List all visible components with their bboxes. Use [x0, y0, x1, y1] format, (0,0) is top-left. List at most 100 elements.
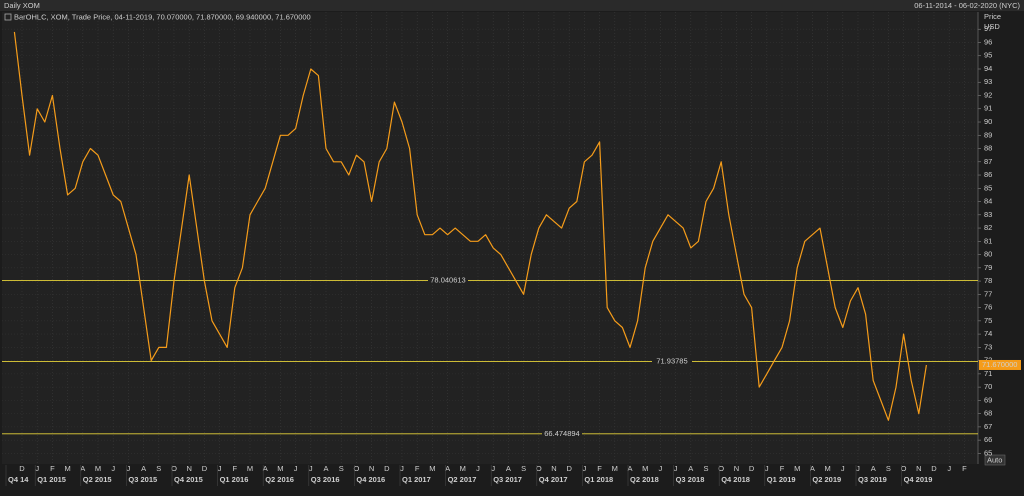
y-tick-label: 76: [984, 303, 992, 312]
x-tick-label: M: [277, 464, 283, 473]
x-tick-label: F: [597, 464, 602, 473]
y-tick-label: 89: [984, 130, 992, 139]
x-tick-label: J: [765, 464, 769, 473]
x-tick-label: J: [659, 464, 663, 473]
x-tick-label: M: [612, 464, 618, 473]
y-tick-label: 84: [984, 197, 992, 206]
y-tick-label: 81: [984, 236, 992, 245]
x-tick-label: A: [871, 464, 876, 473]
x-tick-label: D: [749, 464, 755, 473]
x-tick-label: A: [141, 464, 146, 473]
y-tick-label: 66: [984, 435, 992, 444]
plot-area: [2, 12, 978, 464]
x-tick-label: J: [583, 464, 587, 473]
x-tick-label: O: [353, 464, 359, 473]
x-tick-label: A: [445, 464, 450, 473]
quarter-label: Q2 2017: [448, 475, 477, 484]
x-tick-label: N: [186, 464, 191, 473]
x-tick-label: A: [506, 464, 511, 473]
level-label: 66.474894: [544, 429, 579, 438]
y-tick-label: 73: [984, 342, 992, 351]
x-tick-label: M: [824, 464, 830, 473]
y-axis-unit: USD: [984, 22, 1000, 31]
x-tick-label: N: [734, 464, 739, 473]
x-tick-label: J: [841, 464, 845, 473]
x-tick-label: J: [674, 464, 678, 473]
y-tick-label: 68: [984, 409, 992, 418]
legend-icon: [4, 13, 12, 21]
y-tick-label: 71: [984, 369, 992, 378]
y-tick-label: 80: [984, 250, 992, 259]
x-tick-label: F: [233, 464, 238, 473]
x-tick-label: A: [688, 464, 693, 473]
x-tick-label: S: [156, 464, 161, 473]
quarter-label: Q1 2018: [584, 475, 613, 484]
y-tick-label: 74: [984, 329, 992, 338]
x-tick-label: N: [369, 464, 374, 473]
x-tick-label: O: [718, 464, 724, 473]
y-tick-label: 83: [984, 210, 992, 219]
date-range: 06-11-2014 - 06-02-2020 (NYC): [914, 1, 1020, 10]
auto-button-label[interactable]: Auto: [987, 455, 1002, 464]
y-tick-label: 92: [984, 90, 992, 99]
x-tick-label: J: [111, 464, 115, 473]
y-axis-label: Price: [984, 12, 1001, 21]
x-tick-label: A: [627, 464, 632, 473]
y-tick-label: 82: [984, 223, 992, 232]
x-tick-label: J: [400, 464, 404, 473]
quarter-label: Q2 2015: [83, 475, 112, 484]
x-tick-label: D: [202, 464, 208, 473]
x-tick-label: J: [127, 464, 131, 473]
x-tick-label: M: [247, 464, 253, 473]
y-tick-label: 77: [984, 289, 992, 298]
x-tick-label: F: [962, 464, 967, 473]
x-tick-label: J: [218, 464, 222, 473]
y-tick-label: 75: [984, 316, 992, 325]
x-tick-label: J: [491, 464, 495, 473]
y-tick-label: 94: [984, 64, 992, 73]
x-tick-label: O: [171, 464, 177, 473]
price-line: [13, 31, 927, 421]
x-tick-label: N: [916, 464, 921, 473]
x-tick-label: A: [323, 464, 328, 473]
quarter-label: Q4 2016: [356, 475, 385, 484]
x-tick-label: M: [460, 464, 466, 473]
x-tick-label: F: [50, 464, 55, 473]
quarter-label: Q2 2019: [812, 475, 841, 484]
x-tick-label: J: [294, 464, 298, 473]
x-tick-label: J: [476, 464, 480, 473]
header-bar: [0, 0, 1024, 11]
y-tick-label: 78: [984, 276, 992, 285]
quarter-label: Q3 2017: [493, 475, 522, 484]
x-tick-label: O: [536, 464, 542, 473]
last-price-label: 71.670000: [982, 360, 1017, 369]
x-tick-label: M: [95, 464, 101, 473]
quarter-label: Q1 2016: [220, 475, 249, 484]
y-tick-label: 88: [984, 144, 992, 153]
auto-button[interactable]: [984, 454, 1006, 466]
x-tick-label: A: [810, 464, 815, 473]
level-label-bg: [652, 356, 692, 366]
level-label: 71.93785: [656, 356, 687, 365]
x-tick-label: A: [80, 464, 85, 473]
y-tick-label: 69: [984, 395, 992, 404]
legend-text: BarOHLC, XOM, Trade Price, 04-11-2019, 7…: [14, 12, 311, 21]
x-tick-label: M: [429, 464, 435, 473]
x-tick-label: F: [780, 464, 785, 473]
x-tick-label: S: [521, 464, 526, 473]
x-tick-label: J: [947, 464, 951, 473]
quarter-label: Q3 2016: [311, 475, 340, 484]
y-tick-label: 79: [984, 263, 992, 272]
quarter-label: Q1 2017: [402, 475, 431, 484]
quarter-label: Q4 2019: [904, 475, 933, 484]
quarter-label: Q3 2018: [676, 475, 705, 484]
x-tick-label: J: [35, 464, 39, 473]
quarter-label: Q3 2015: [128, 475, 157, 484]
quarter-label: Q1 2019: [767, 475, 796, 484]
quarter-label: Q2 2018: [630, 475, 659, 484]
x-tick-label: M: [794, 464, 800, 473]
x-tick-label: D: [566, 464, 572, 473]
level-label: 78.040613: [430, 276, 465, 285]
x-tick-label: D: [931, 464, 937, 473]
